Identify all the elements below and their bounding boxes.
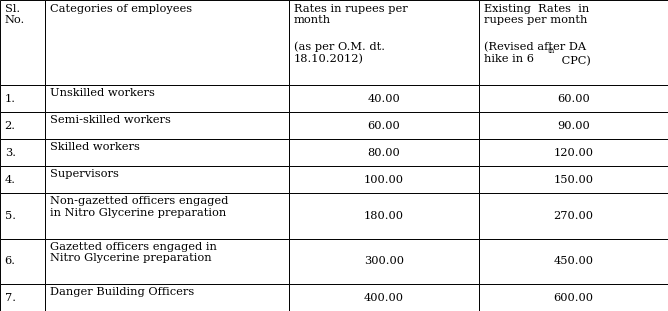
Text: CPC): CPC) [558, 56, 591, 66]
Text: 3.: 3. [5, 148, 15, 158]
Bar [45, 139, 289, 166]
Text: Rates in rupees per
month: Rates in rupees per month [294, 4, 407, 25]
Bar [0, 139, 45, 166]
Text: 80.00: 80.00 [367, 148, 401, 158]
Text: 60.00: 60.00 [557, 94, 590, 104]
Text: 180.00: 180.00 [364, 211, 404, 221]
Bar [0, 239, 45, 284]
Bar [289, 239, 479, 284]
Text: Skilled workers: Skilled workers [50, 142, 140, 152]
Bar [0, 284, 45, 311]
Bar [0, 0, 45, 85]
Text: Existing  Rates  in
rupees per month: Existing Rates in rupees per month [484, 4, 589, 25]
Bar [289, 85, 479, 112]
Bar [45, 284, 289, 311]
Bar [479, 85, 668, 112]
Text: Gazetted officers engaged in
Nitro Glycerine preparation: Gazetted officers engaged in Nitro Glyce… [50, 242, 217, 263]
Text: 1.: 1. [5, 94, 15, 104]
Text: 60.00: 60.00 [367, 121, 401, 131]
Text: Non-gazetted officers engaged
in Nitro Glycerine preparation: Non-gazetted officers engaged in Nitro G… [50, 196, 228, 218]
Bar [479, 0, 668, 85]
Bar [289, 139, 479, 166]
Bar [479, 239, 668, 284]
Text: (as per O.M. dt.
18.10.2012): (as per O.M. dt. 18.10.2012) [294, 42, 385, 64]
Bar [0, 193, 45, 239]
Bar [45, 166, 289, 193]
Text: 40.00: 40.00 [367, 94, 401, 104]
Text: 5.: 5. [5, 211, 15, 221]
Text: Unskilled workers: Unskilled workers [50, 88, 155, 98]
Text: 300.00: 300.00 [364, 256, 404, 266]
Text: 2.: 2. [5, 121, 15, 131]
Bar [289, 112, 479, 139]
Bar [289, 0, 479, 85]
Bar [45, 239, 289, 284]
Bar [45, 85, 289, 112]
Bar [0, 85, 45, 112]
Bar [479, 112, 668, 139]
Text: 6.: 6. [5, 256, 15, 266]
Bar [45, 112, 289, 139]
Text: 270.00: 270.00 [554, 211, 593, 221]
Bar [289, 284, 479, 311]
Text: 100.00: 100.00 [364, 175, 404, 185]
Text: Semi-skilled workers: Semi-skilled workers [50, 115, 171, 125]
Text: 150.00: 150.00 [554, 175, 593, 185]
Text: 600.00: 600.00 [554, 293, 593, 303]
Text: 400.00: 400.00 [364, 293, 404, 303]
Text: Supervisors: Supervisors [50, 169, 119, 179]
Text: 4.: 4. [5, 175, 15, 185]
Bar [45, 193, 289, 239]
Text: Sl.
No.: Sl. No. [5, 4, 25, 25]
Bar [479, 284, 668, 311]
Text: 120.00: 120.00 [554, 148, 593, 158]
Bar [479, 139, 668, 166]
Text: Danger Building Officers: Danger Building Officers [50, 287, 194, 297]
Text: th: th [548, 47, 555, 55]
Bar [479, 166, 668, 193]
Text: 90.00: 90.00 [557, 121, 590, 131]
Text: (Revised after DA
hike in 6: (Revised after DA hike in 6 [484, 42, 586, 64]
Bar [0, 112, 45, 139]
Bar [479, 193, 668, 239]
Bar [289, 166, 479, 193]
Bar [45, 0, 289, 85]
Text: 7.: 7. [5, 293, 15, 303]
Text: 450.00: 450.00 [554, 256, 593, 266]
Bar [289, 193, 479, 239]
Text: Categories of employees: Categories of employees [50, 4, 192, 14]
Bar [0, 166, 45, 193]
